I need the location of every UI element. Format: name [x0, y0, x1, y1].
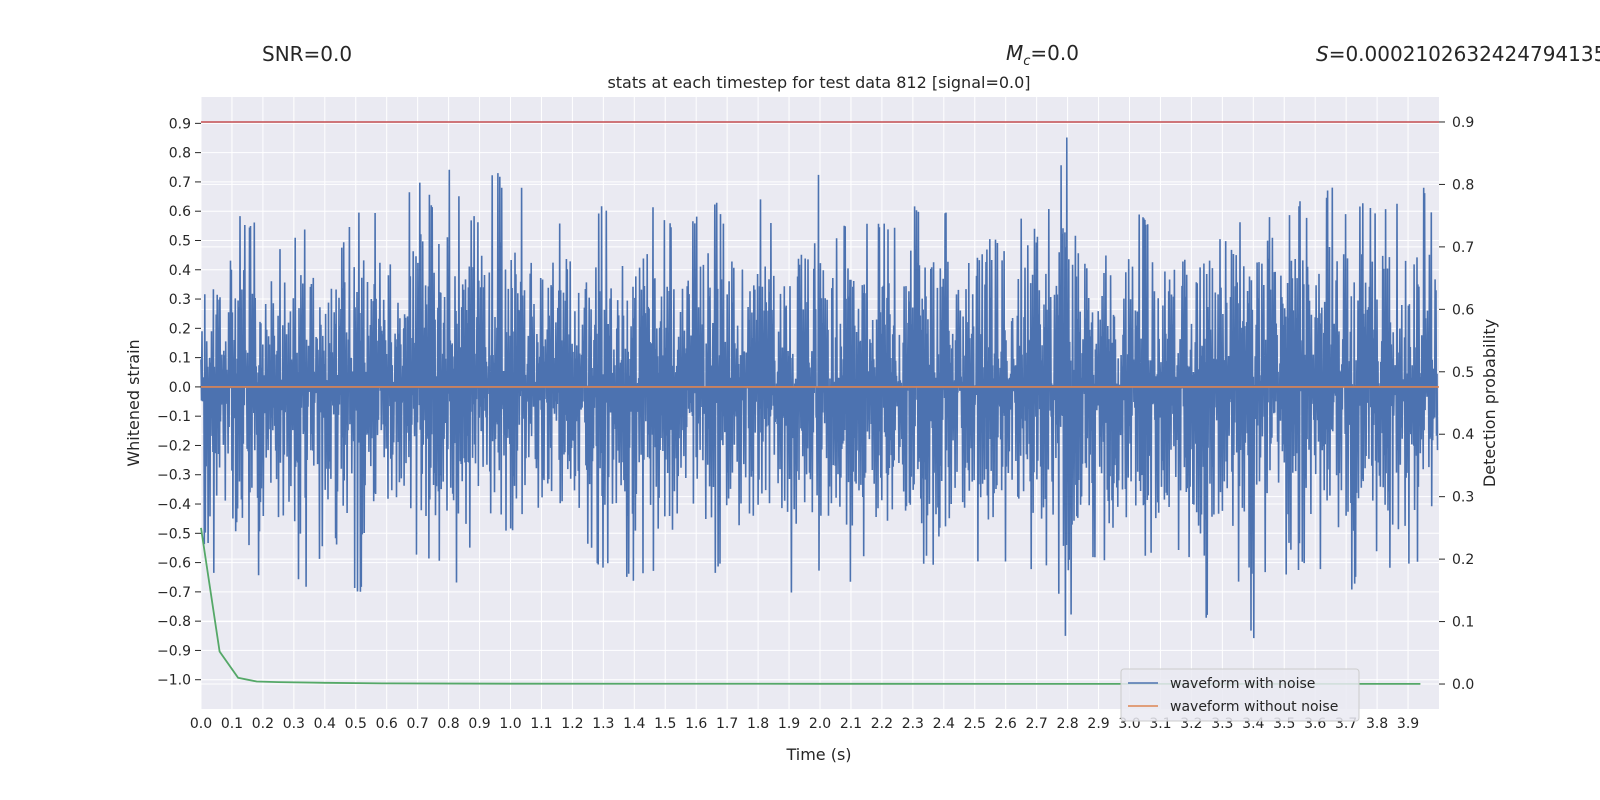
x-axis-label: Time (s)	[785, 745, 851, 764]
s-value: =0.00021026324247941353	[1329, 42, 1600, 66]
right-y-axis-ticks: 0.9 0.8 0.7 0.6 0.5 0.4 0.3 0.2 0.1 0.0	[1439, 115, 1474, 693]
left-y-tick-label: 0.9	[169, 116, 191, 132]
x-tick-label: 2.7	[1026, 716, 1048, 732]
x-tick-label: 0.9	[468, 716, 490, 732]
x-tick-label: 2.0	[809, 716, 831, 732]
snr-stat: SNR=0.0	[262, 42, 352, 66]
right-y-tick-label: 0.2	[1452, 552, 1474, 568]
left-y-tick-label: −0.9	[157, 643, 191, 659]
x-tick-label: 2.1	[840, 716, 862, 732]
x-tick-label: 0.1	[221, 716, 243, 732]
right-y-tick-label: 0.8	[1452, 177, 1474, 193]
x-tick-label: 3.9	[1397, 716, 1419, 732]
chart-title: stats at each timestep for test data 812…	[607, 73, 1030, 92]
noisy-waveform-line	[200, 137, 1439, 639]
x-tick-label: 2.3	[902, 716, 924, 732]
left-y-tick-label: 0.3	[169, 292, 191, 308]
left-y-axis-ticks: 0.9 0.8 0.7 0.6 0.5 0.4 0.3 0.2 0.1 0.0 −0.1 −0.2 −0…	[157, 116, 201, 689]
right-y-tick-label: 0.9	[1452, 115, 1474, 131]
right-y-tick-label: 0.6	[1452, 302, 1474, 318]
left-y-tick-label: 0.4	[169, 263, 191, 279]
x-tick-label: 1.1	[530, 716, 552, 732]
right-y-tick-label: 0.0	[1452, 677, 1474, 693]
right-y-tick-label: 0.7	[1452, 240, 1474, 256]
x-tick-label: 2.9	[1087, 716, 1109, 732]
left-y-tick-label: −0.4	[157, 497, 191, 513]
left-y-tick-label: −1.0	[157, 673, 191, 689]
legend-label-clean: waveform without noise	[1170, 699, 1338, 715]
left-y-axis-label: Whitened strain	[124, 339, 143, 466]
x-tick-label: 1.6	[685, 716, 707, 732]
right-y-tick-label: 0.3	[1452, 490, 1474, 506]
x-tick-label: 2.4	[933, 716, 955, 732]
legend-label-noise: waveform with noise	[1170, 676, 1315, 692]
left-y-tick-label: 0.1	[169, 351, 191, 367]
x-tick-label: 0.8	[437, 716, 459, 732]
x-tick-label: 0.5	[345, 716, 367, 732]
right-y-tick-label: 0.5	[1452, 365, 1474, 381]
left-y-tick-label: 0.2	[169, 321, 191, 337]
mc-symbol: M	[1006, 41, 1023, 65]
x-tick-label: 1.2	[561, 716, 583, 732]
left-y-tick-label: −0.3	[157, 468, 191, 484]
left-y-tick-label: 0.0	[169, 380, 191, 396]
x-tick-label: 2.8	[1056, 716, 1078, 732]
legend-box	[1120, 668, 1360, 722]
x-tick-label: 1.7	[716, 716, 738, 732]
x-tick-label: 1.4	[623, 716, 645, 732]
left-y-tick-label: −0.5	[157, 526, 191, 542]
left-y-tick-label: −0.8	[157, 614, 191, 630]
x-tick-label: 2.6	[995, 716, 1017, 732]
x-tick-label: 1.0	[499, 716, 521, 732]
left-y-tick-label: −0.6	[157, 556, 191, 572]
x-tick-label: 0.6	[376, 716, 398, 732]
x-tick-label: 0.2	[252, 716, 274, 732]
x-tick-label: 1.3	[592, 716, 614, 732]
left-y-tick-label: −0.7	[157, 585, 191, 601]
s-stat: S=0.00021026324247941353	[1316, 42, 1600, 66]
s-symbol: S	[1316, 42, 1329, 66]
x-tick-label: 1.5	[654, 716, 676, 732]
x-tick-label: 1.9	[778, 716, 800, 732]
right-y-axis-label: Detection probability	[1480, 319, 1499, 487]
x-tick-label: 0.3	[283, 716, 305, 732]
right-y-tick-label: 0.1	[1452, 615, 1474, 631]
x-tick-label: 2.2	[871, 716, 893, 732]
left-y-tick-label: −0.2	[157, 438, 191, 454]
mc-value: =0.0	[1030, 41, 1079, 65]
mc-subscript: c	[1023, 54, 1030, 69]
left-y-tick-label: 0.5	[169, 233, 191, 249]
x-tick-label: 0.4	[314, 716, 336, 732]
series-layer	[200, 121, 1439, 685]
left-y-tick-label: 0.7	[169, 175, 191, 191]
left-y-tick-label: −0.1	[157, 409, 191, 425]
right-y-tick-label: 0.4	[1452, 427, 1474, 443]
chirp-mass-stat: Mc=0.0	[1006, 41, 1079, 69]
left-y-tick-label: 0.8	[169, 146, 191, 162]
x-tick-label: 1.8	[747, 716, 769, 732]
x-tick-label: 0.0	[190, 716, 212, 732]
detection-probability-line	[200, 527, 1421, 685]
x-tick-label: 2.5	[964, 716, 986, 732]
legend: waveform with noise waveform without noi…	[1120, 668, 1360, 722]
x-tick-label: 3.8	[1366, 716, 1388, 732]
left-y-tick-label: 0.6	[169, 204, 191, 220]
x-tick-label: 0.7	[407, 716, 429, 732]
